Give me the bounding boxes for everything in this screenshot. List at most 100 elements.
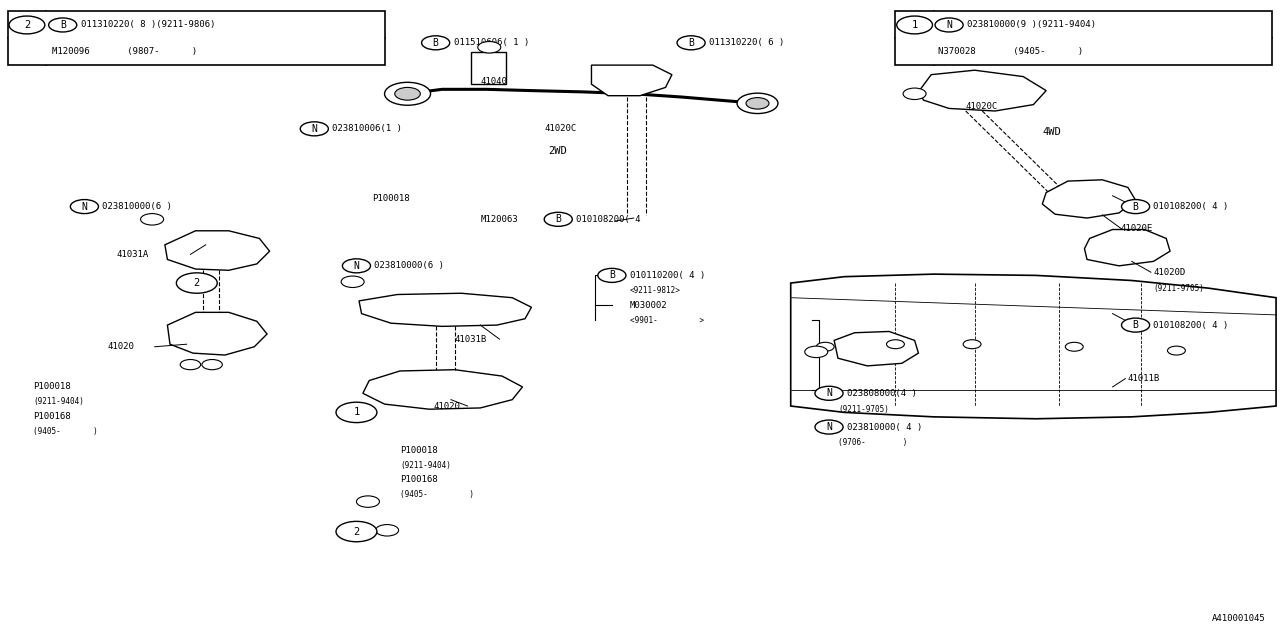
Circle shape	[421, 36, 449, 50]
Circle shape	[815, 387, 844, 400]
Circle shape	[337, 402, 376, 422]
Text: 41020C: 41020C	[965, 102, 998, 111]
Circle shape	[1121, 318, 1149, 332]
Circle shape	[887, 340, 905, 349]
Text: <9211-9812>: <9211-9812>	[630, 286, 681, 295]
Circle shape	[356, 496, 379, 508]
Text: 023810000(6 ): 023810000(6 )	[374, 261, 444, 270]
Text: M120096       (9807-      ): M120096 (9807- )	[52, 47, 197, 56]
Circle shape	[301, 122, 329, 136]
Circle shape	[815, 420, 844, 434]
Polygon shape	[168, 312, 268, 355]
Text: 010108200( 4: 010108200( 4	[576, 215, 640, 224]
Circle shape	[477, 42, 500, 53]
Text: N370028       (9405-      ): N370028 (9405- )	[937, 47, 1083, 56]
Text: 010110200( 4 ): 010110200( 4 )	[630, 271, 705, 280]
FancyBboxPatch shape	[8, 11, 384, 65]
Text: 1: 1	[911, 20, 918, 30]
Text: P100168: P100168	[33, 412, 70, 421]
Circle shape	[337, 522, 376, 541]
Text: N: N	[311, 124, 317, 134]
Text: 41031B: 41031B	[454, 335, 488, 344]
Text: 41020: 41020	[433, 401, 460, 410]
Text: B: B	[689, 38, 694, 48]
Text: <9901-         >: <9901- >	[630, 316, 704, 324]
Text: 2WD: 2WD	[548, 146, 567, 156]
Circle shape	[746, 98, 769, 109]
Text: 023810000( 4 ): 023810000( 4 )	[847, 422, 922, 431]
Circle shape	[70, 200, 99, 214]
Text: N: N	[353, 261, 360, 271]
Text: N: N	[826, 422, 832, 432]
Text: 41040: 41040	[480, 77, 507, 86]
Circle shape	[342, 276, 364, 287]
Text: 023810006(1 ): 023810006(1 )	[333, 124, 402, 133]
Text: 023810000(6 ): 023810000(6 )	[102, 202, 173, 211]
Text: 41020: 41020	[108, 342, 134, 351]
Text: (9706-        ): (9706- )	[838, 438, 908, 447]
Text: B: B	[1133, 202, 1138, 212]
Text: 011310220( 6 ): 011310220( 6 )	[709, 38, 785, 47]
Text: N: N	[826, 388, 832, 398]
Text: 41020C: 41020C	[544, 124, 576, 133]
Text: 1: 1	[353, 408, 360, 417]
Polygon shape	[165, 231, 270, 270]
Polygon shape	[471, 52, 506, 84]
Circle shape	[805, 346, 828, 358]
Polygon shape	[919, 70, 1046, 111]
Text: 010108200( 4 ): 010108200( 4 )	[1153, 321, 1229, 330]
Text: (9405-       ): (9405- )	[33, 427, 99, 436]
Text: 41031A: 41031A	[116, 250, 148, 259]
Text: N: N	[82, 202, 87, 212]
Text: 41020E: 41020E	[1120, 225, 1152, 234]
Circle shape	[180, 360, 201, 370]
Polygon shape	[791, 274, 1276, 419]
Polygon shape	[358, 293, 531, 326]
Text: 011310220( 8 )(9211-9806): 011310220( 8 )(9211-9806)	[81, 20, 215, 29]
Text: B: B	[60, 20, 65, 30]
Circle shape	[1121, 200, 1149, 214]
Circle shape	[49, 18, 77, 32]
Text: N: N	[946, 20, 952, 30]
Text: M030002: M030002	[630, 301, 667, 310]
Circle shape	[343, 259, 370, 273]
Circle shape	[384, 83, 430, 105]
Text: P100018: P100018	[33, 383, 70, 392]
Text: B: B	[1133, 320, 1138, 330]
Text: B: B	[433, 38, 439, 48]
Circle shape	[202, 360, 223, 370]
Text: 41020F: 41020F	[877, 352, 909, 361]
Circle shape	[897, 16, 933, 34]
Polygon shape	[591, 65, 672, 96]
Circle shape	[904, 88, 927, 100]
Text: (9211-9705): (9211-9705)	[838, 404, 888, 413]
Text: 41020D: 41020D	[1153, 268, 1185, 276]
FancyBboxPatch shape	[896, 11, 1272, 65]
Polygon shape	[1084, 230, 1170, 266]
Circle shape	[544, 212, 572, 227]
Text: M120063: M120063	[480, 215, 518, 224]
Text: 023810000(9 )(9211-9404): 023810000(9 )(9211-9404)	[966, 20, 1096, 29]
Circle shape	[934, 18, 963, 32]
Circle shape	[9, 16, 45, 34]
Text: B: B	[556, 214, 561, 224]
Text: B: B	[609, 270, 614, 280]
Circle shape	[1167, 346, 1185, 355]
Text: (9211-9705): (9211-9705)	[1153, 284, 1204, 292]
Circle shape	[817, 342, 835, 351]
Circle shape	[963, 340, 980, 349]
Text: 4WD: 4WD	[1042, 127, 1061, 137]
Text: 010108200( 4 ): 010108200( 4 )	[1153, 202, 1229, 211]
Text: 2: 2	[353, 527, 360, 536]
Text: 41011B: 41011B	[1128, 374, 1160, 383]
Text: (9405-         ): (9405- )	[399, 490, 474, 499]
Circle shape	[1065, 342, 1083, 351]
Text: 2: 2	[193, 278, 200, 288]
Text: P100018: P100018	[399, 446, 438, 455]
Text: 2: 2	[24, 20, 29, 30]
Text: P100168: P100168	[399, 476, 438, 484]
Circle shape	[598, 268, 626, 282]
Text: (9211-9404): (9211-9404)	[33, 397, 84, 406]
Circle shape	[177, 273, 218, 293]
Text: (9211-9404): (9211-9404)	[399, 461, 451, 470]
